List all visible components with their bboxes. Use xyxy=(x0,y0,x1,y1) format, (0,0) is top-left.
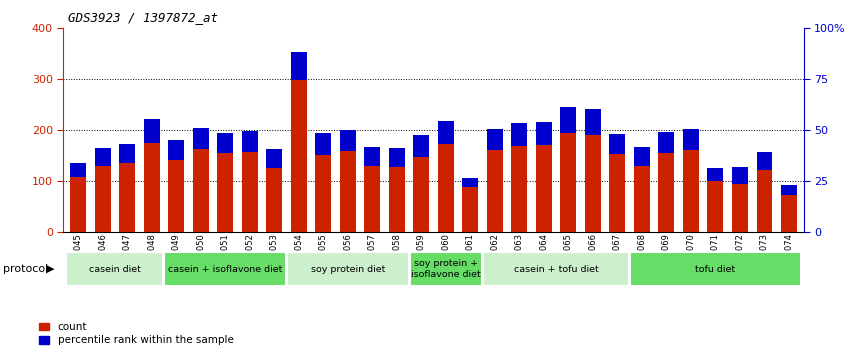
Bar xyxy=(609,134,625,154)
Bar xyxy=(168,160,184,232)
Legend: count, percentile rank within the sample: count, percentile rank within the sample xyxy=(39,322,233,345)
Bar xyxy=(242,152,258,232)
Bar xyxy=(707,181,723,232)
Bar xyxy=(781,195,797,232)
Bar xyxy=(483,252,629,286)
Bar xyxy=(511,123,527,147)
Bar xyxy=(193,127,209,149)
Bar xyxy=(756,152,772,170)
Bar xyxy=(287,252,409,286)
Bar xyxy=(242,131,258,152)
Bar xyxy=(707,168,723,181)
Bar xyxy=(70,163,86,177)
Bar xyxy=(291,52,307,80)
Bar xyxy=(266,149,283,168)
Text: protocol: protocol xyxy=(3,264,47,274)
Bar xyxy=(409,252,482,286)
Bar xyxy=(340,152,356,232)
Text: GDS3923 / 1397872_at: GDS3923 / 1397872_at xyxy=(68,11,217,24)
Bar xyxy=(438,121,453,144)
Bar xyxy=(119,163,135,232)
Text: soy protein diet: soy protein diet xyxy=(310,264,385,274)
Bar xyxy=(119,144,135,163)
Bar xyxy=(389,167,404,232)
Bar xyxy=(487,150,503,232)
Text: casein diet: casein diet xyxy=(89,264,141,274)
Bar xyxy=(634,147,650,166)
Bar xyxy=(560,107,576,133)
Bar xyxy=(414,135,429,156)
Bar xyxy=(217,133,233,153)
Text: tofu diet: tofu diet xyxy=(695,264,735,274)
Bar xyxy=(144,119,160,143)
Bar xyxy=(630,252,801,286)
Text: soy protein +
isoflavone diet: soy protein + isoflavone diet xyxy=(411,259,481,279)
Bar xyxy=(217,153,233,232)
Bar xyxy=(365,166,380,232)
Bar xyxy=(164,252,286,286)
Bar xyxy=(365,147,380,166)
Text: ▶: ▶ xyxy=(46,264,54,274)
Bar xyxy=(463,187,478,232)
Bar xyxy=(291,80,307,232)
Bar xyxy=(95,148,111,166)
Bar xyxy=(340,130,356,152)
Bar xyxy=(585,109,601,135)
Bar xyxy=(389,148,404,167)
Bar xyxy=(144,143,160,232)
Bar xyxy=(609,154,625,232)
Bar xyxy=(658,132,674,153)
Bar xyxy=(781,185,797,195)
Bar xyxy=(511,147,527,232)
Bar xyxy=(756,170,772,232)
Bar xyxy=(463,178,478,187)
Bar xyxy=(414,156,429,232)
Bar xyxy=(193,149,209,232)
Bar xyxy=(560,133,576,232)
Bar xyxy=(316,154,332,232)
Bar xyxy=(683,150,699,232)
Bar xyxy=(438,144,453,232)
Bar xyxy=(658,153,674,232)
Bar xyxy=(316,133,332,154)
Bar xyxy=(732,183,748,232)
Bar xyxy=(95,166,111,232)
Bar xyxy=(168,140,184,160)
Bar xyxy=(683,129,699,150)
Bar xyxy=(266,168,283,232)
Bar xyxy=(536,145,552,232)
Bar xyxy=(732,167,748,183)
Bar xyxy=(66,252,163,286)
Bar xyxy=(585,135,601,232)
Text: casein + isoflavone diet: casein + isoflavone diet xyxy=(168,264,283,274)
Bar xyxy=(634,166,650,232)
Text: casein + tofu diet: casein + tofu diet xyxy=(514,264,598,274)
Bar xyxy=(487,129,503,150)
Bar xyxy=(536,122,552,145)
Bar xyxy=(70,177,86,232)
